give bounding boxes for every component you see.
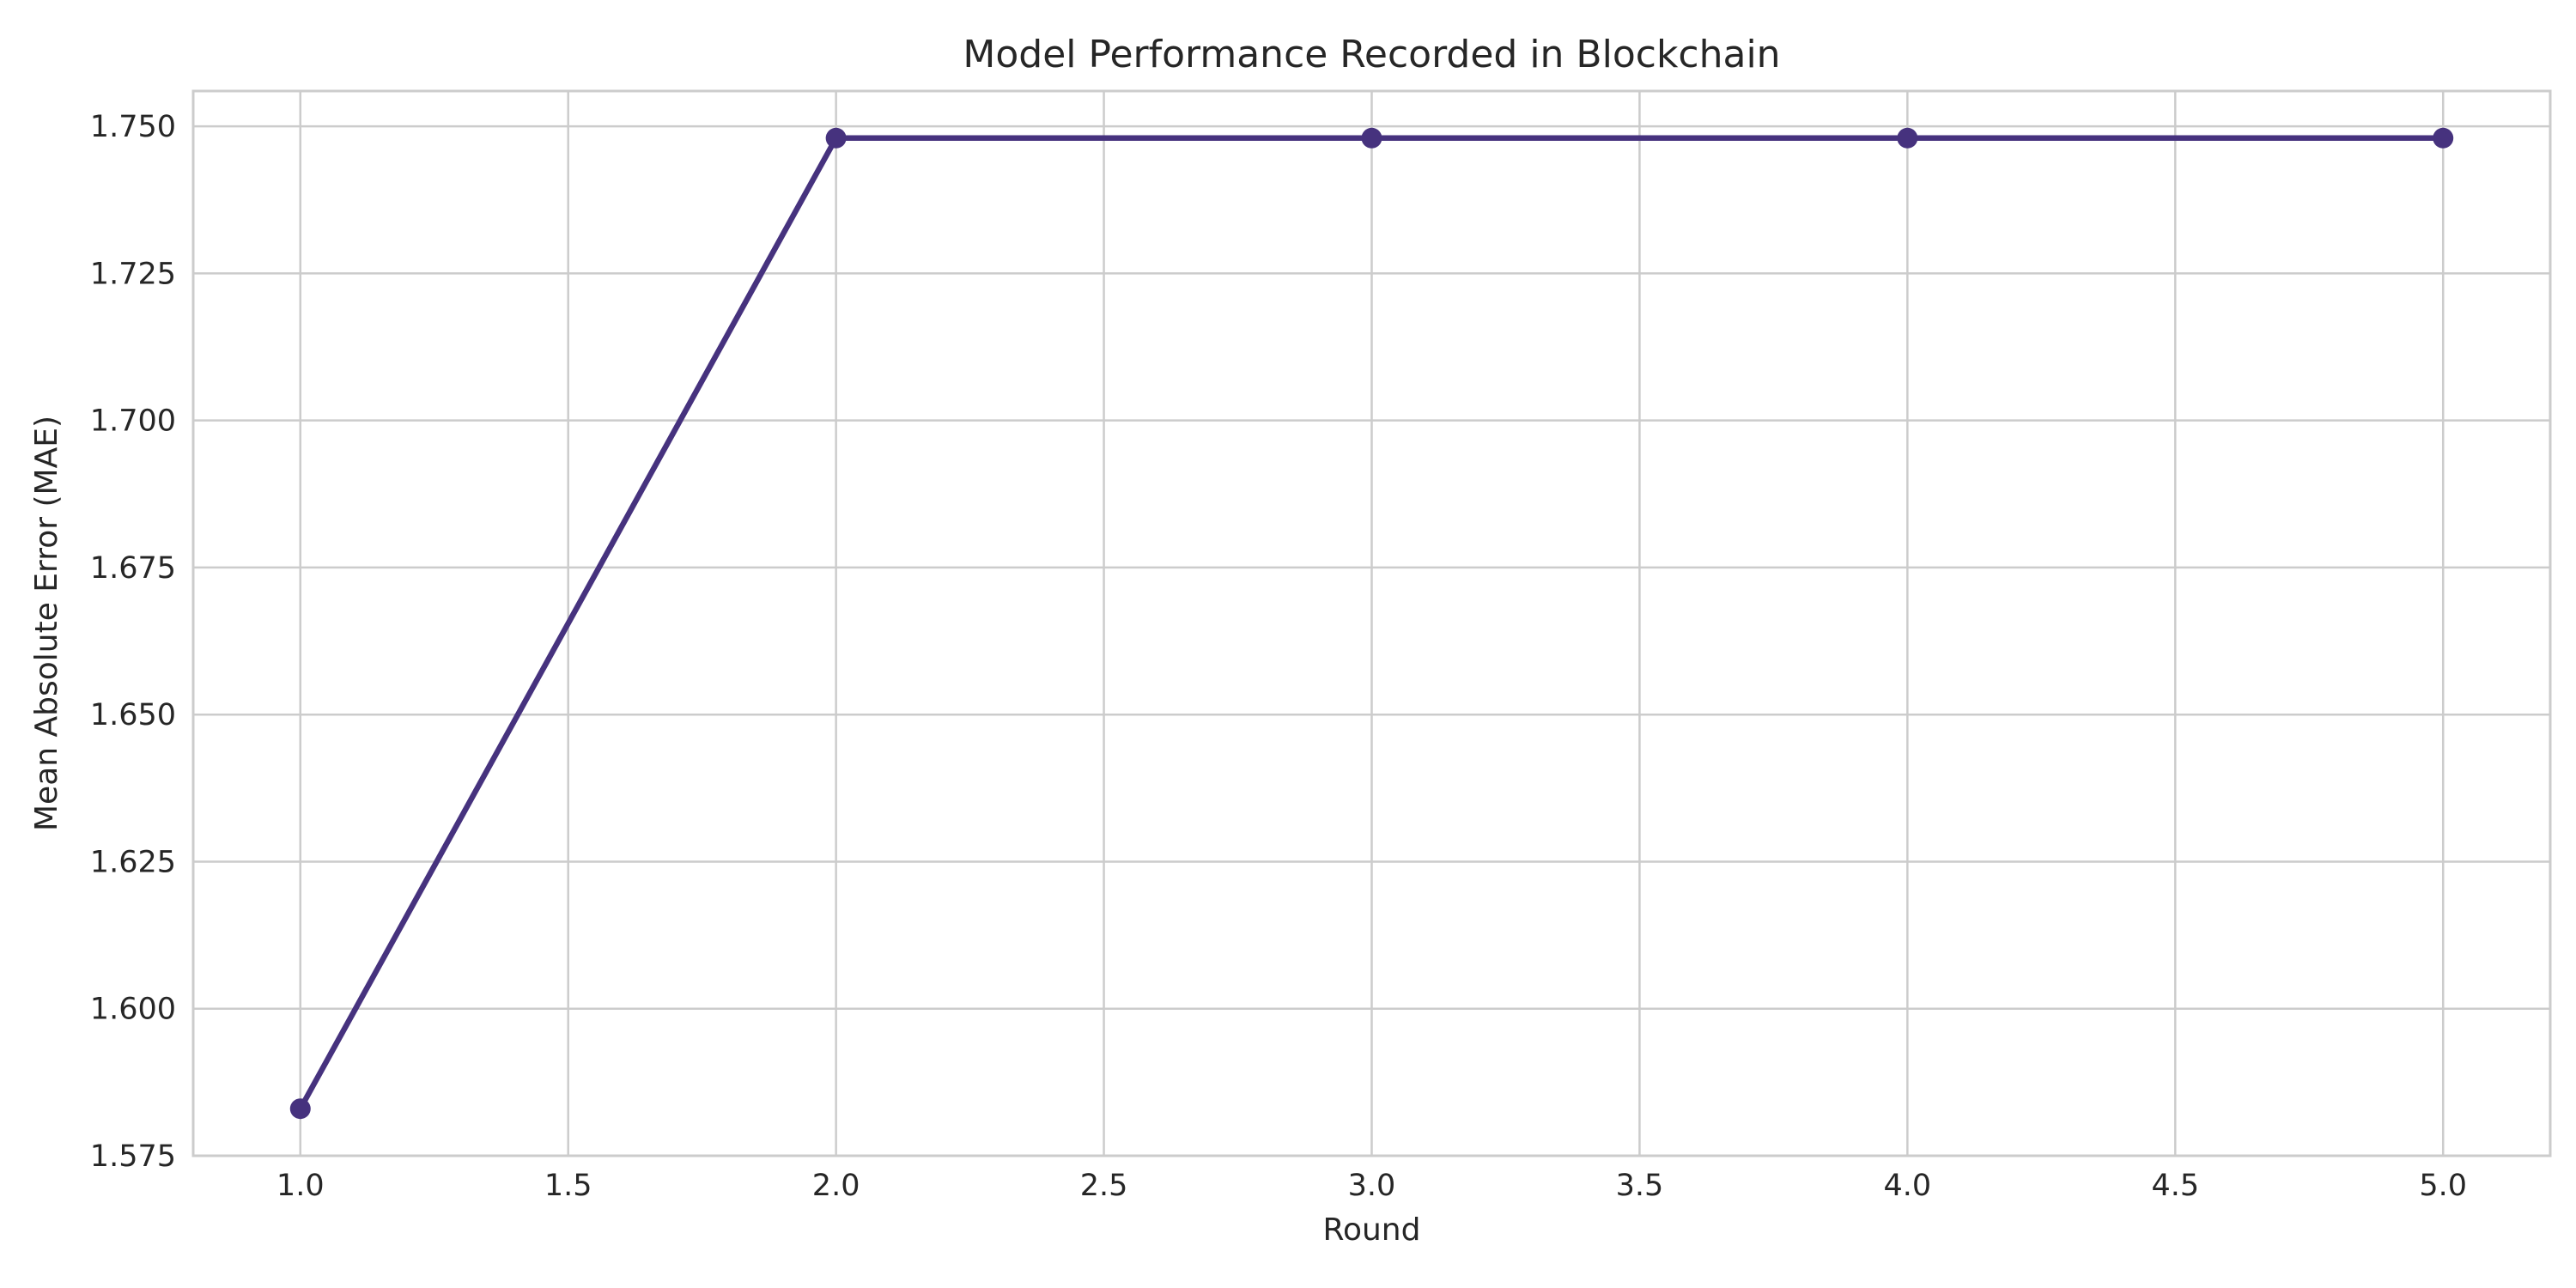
x-tick-label: 2.0 xyxy=(812,1169,860,1203)
y-axis-label: Mean Absolute Error (MAE) xyxy=(29,416,64,831)
data-point xyxy=(1361,127,1382,149)
series-layer xyxy=(289,127,2454,1120)
x-tick-label: 1.0 xyxy=(276,1169,325,1203)
x-tick-label: 1.5 xyxy=(544,1169,592,1203)
y-tick-label: 1.650 xyxy=(90,698,176,732)
chart-title: Model Performance Recorded in Blockchain xyxy=(963,33,1780,76)
tick-labels: 1.0 1.5 2.0 2.5 3.0 3.5 4.0 4.5 5.0 1.575 1.600 1.6… xyxy=(90,110,2467,1203)
y-tick-label: 1.750 xyxy=(90,110,176,144)
y-tick-label: 1.575 xyxy=(90,1139,176,1174)
grid xyxy=(193,91,2550,1157)
y-tick-label: 1.625 xyxy=(90,845,176,879)
x-tick-label: 3.0 xyxy=(1348,1169,1396,1203)
y-tick-label: 1.725 xyxy=(90,257,176,291)
y-tick-label: 1.600 xyxy=(90,993,176,1027)
x-tick-label: 5.0 xyxy=(2419,1169,2467,1203)
y-tick-label: 1.700 xyxy=(90,404,176,439)
x-tick-label: 3.5 xyxy=(1616,1169,1664,1203)
data-point xyxy=(1897,127,1918,149)
data-point xyxy=(289,1098,311,1120)
x-tick-label: 4.0 xyxy=(1884,1169,1932,1203)
data-point xyxy=(2433,127,2454,149)
x-tick-label: 4.5 xyxy=(2151,1169,2199,1203)
y-tick-label: 1.675 xyxy=(90,551,176,586)
plot-area-frame xyxy=(191,89,2552,1157)
x-axis-label: Round xyxy=(1323,1212,1421,1248)
data-point xyxy=(825,127,847,149)
x-tick-label: 2.5 xyxy=(1080,1169,1128,1203)
